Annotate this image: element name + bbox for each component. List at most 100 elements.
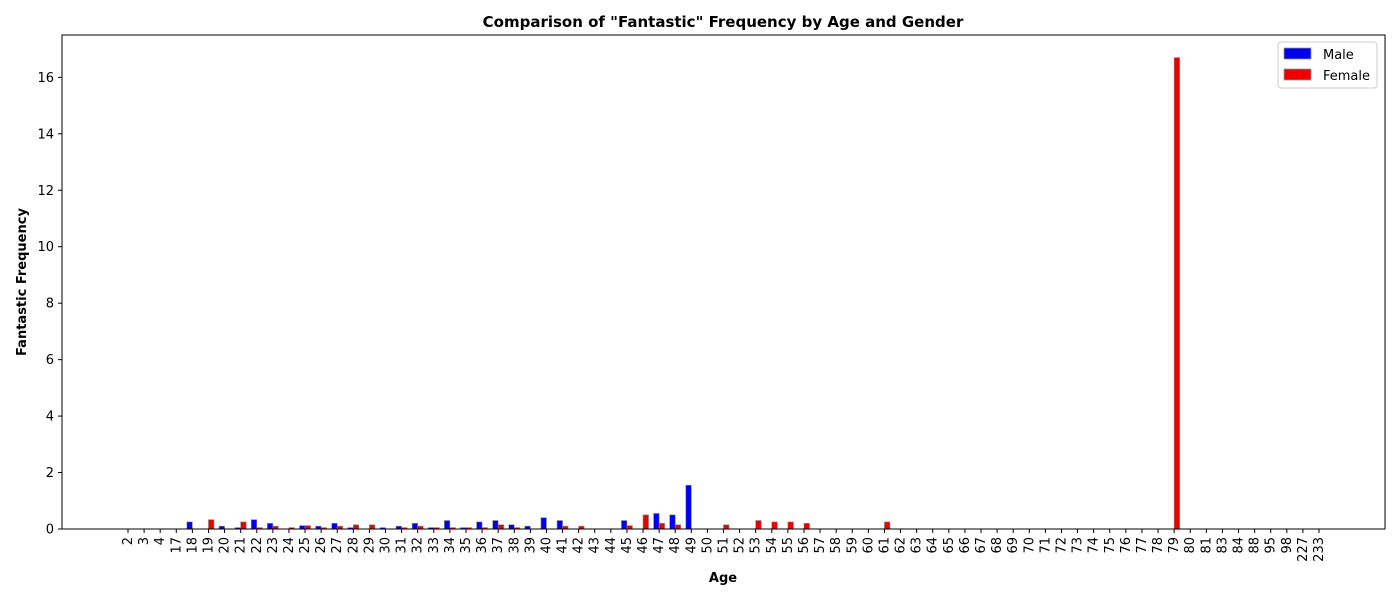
bar-female-45 — [626, 525, 633, 530]
x-tick-label: 54 — [765, 537, 780, 554]
bar-male-41 — [556, 520, 563, 530]
x-tick-label: 56 — [797, 537, 812, 554]
x-tick-label: 70 — [1022, 537, 1037, 554]
x-tick-label: 71 — [1038, 537, 1053, 554]
bar-female-79 — [1173, 57, 1180, 530]
bar-male-49 — [685, 484, 692, 530]
x-tick-label: 72 — [1054, 537, 1069, 554]
x-tick-label: 74 — [1087, 537, 1102, 554]
x-tick-label: 68 — [990, 537, 1005, 554]
bar-female-19 — [208, 519, 215, 530]
x-tick-label: 31 — [395, 537, 410, 554]
x-tick-label: 48 — [668, 537, 683, 554]
y-axis: 0 2 4 6 8 10 12 14 16 — [37, 71, 62, 538]
x-tick-label: 36 — [475, 537, 490, 554]
bar-male-22 — [250, 519, 258, 530]
bar-female-47 — [658, 523, 665, 530]
x-tick-label: 27 — [330, 537, 345, 554]
legend: Male Female — [1277, 41, 1378, 89]
x-tick-label: 19 — [201, 537, 216, 554]
bar-female-46 — [642, 514, 649, 530]
legend-swatch-female — [1283, 68, 1312, 81]
bar-female-48 — [674, 524, 682, 530]
y-tick-label: 16 — [37, 71, 54, 86]
bar-female-21 — [240, 521, 247, 530]
x-tick-label: 24 — [282, 537, 297, 554]
x-tick-label: 51 — [717, 537, 732, 554]
x-tick-label: 53 — [749, 537, 764, 554]
bars-group — [186, 57, 1180, 530]
x-tick-label: 22 — [250, 537, 265, 554]
x-tick-label: 18 — [185, 537, 200, 554]
x-tick-label: 38 — [507, 537, 522, 554]
bar-female-61 — [884, 521, 891, 530]
x-tick-label: 47 — [652, 537, 667, 554]
x-tick-label: 77 — [1135, 537, 1150, 554]
x-tick-label: 49 — [684, 537, 699, 554]
bar-male-45 — [621, 520, 628, 530]
y-tick-label: 14 — [37, 127, 54, 142]
x-tick-label: 3 — [137, 537, 152, 545]
y-tick-label: 2 — [46, 466, 54, 481]
x-tick-label: 29 — [362, 537, 377, 554]
bar-female-54 — [771, 521, 778, 530]
x-tick-label: 40 — [539, 537, 554, 554]
x-tick-label: 45 — [620, 537, 635, 554]
x-tick-label: 88 — [1248, 537, 1263, 554]
x-tick-label: 28 — [346, 537, 361, 554]
x-tick-label: 98 — [1280, 537, 1295, 554]
x-tick-label: 233 — [1312, 537, 1327, 562]
legend-label-female: Female — [1323, 69, 1370, 84]
x-tick-label: 25 — [298, 537, 313, 554]
bar-male-37 — [492, 520, 499, 530]
bar-female-55 — [787, 521, 794, 530]
x-tick-label: 57 — [813, 537, 828, 554]
x-tick-label: 35 — [459, 537, 474, 554]
x-tick-label: 43 — [588, 537, 603, 554]
x-tick-label: 73 — [1071, 537, 1086, 554]
y-tick-label: 8 — [46, 297, 54, 312]
y-tick-label: 6 — [46, 353, 54, 368]
bar-male-40 — [540, 517, 547, 530]
legend-swatch-male — [1283, 47, 1312, 60]
x-tick-label: 59 — [845, 537, 860, 554]
x-tick-label: 21 — [234, 537, 249, 554]
x-tick-label: 34 — [443, 537, 458, 554]
bar-male-25 — [299, 525, 306, 530]
bar-female-29 — [369, 524, 376, 530]
bar-male-36 — [476, 521, 483, 530]
x-tick-label: 30 — [379, 537, 394, 554]
x-tick-label: 64 — [926, 537, 941, 554]
x-tick-label: 58 — [829, 537, 844, 554]
x-tick-label: 32 — [411, 537, 426, 554]
x-tick-label: 62 — [894, 537, 909, 554]
x-axis-title: Age — [709, 571, 737, 586]
y-tick-label: 12 — [37, 184, 54, 199]
x-tick-label: 55 — [781, 537, 796, 554]
x-tick-label: 78 — [1151, 537, 1166, 554]
x-tick-label: 75 — [1103, 537, 1118, 554]
x-tick-label: 17 — [169, 537, 184, 554]
x-tick-label: 33 — [427, 537, 442, 554]
bar-male-32 — [411, 523, 419, 530]
x-tick-label: 39 — [523, 537, 538, 554]
x-tick-label: 41 — [556, 537, 571, 554]
bar-female-37 — [497, 524, 504, 530]
bar-male-38 — [508, 524, 515, 530]
y-tick-label: 4 — [46, 410, 54, 425]
x-tick-label: 42 — [572, 537, 587, 554]
x-tick-label: 26 — [314, 537, 329, 554]
x-axis: 2 3 4 17 18 19 20 21 22 23 24 25 26 27 28 29 30 31 32 33 34 3… — [121, 529, 1327, 562]
x-tick-label: 65 — [942, 537, 957, 554]
bar-female-56 — [803, 523, 810, 530]
x-tick-label: 227 — [1296, 537, 1311, 562]
x-tick-label: 60 — [861, 537, 876, 554]
bar-male-47 — [653, 513, 660, 530]
x-tick-label: 67 — [974, 537, 989, 554]
x-tick-label: 50 — [700, 537, 715, 554]
bar-female-25 — [304, 525, 311, 530]
x-tick-label: 69 — [1006, 537, 1021, 554]
plot-frame — [61, 34, 1386, 530]
bar-female-53 — [755, 520, 762, 530]
